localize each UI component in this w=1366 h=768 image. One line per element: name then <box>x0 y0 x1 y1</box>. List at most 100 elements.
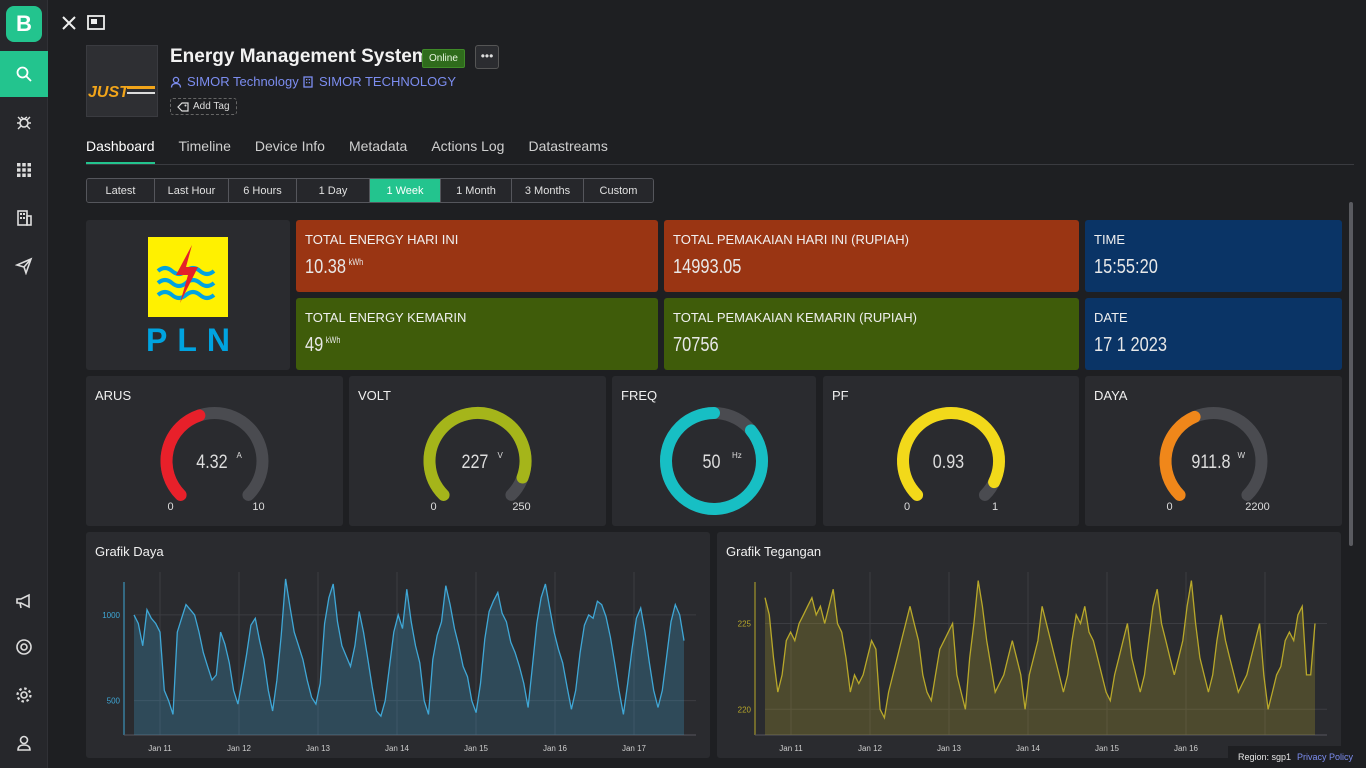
gauge-daya: 911.8 W 0 2200 <box>1159 407 1270 513</box>
gauge-volt-label: VOLT <box>358 388 391 403</box>
pln-logo-icon <box>148 237 228 317</box>
owner-name: SIMOR Technology <box>187 74 299 89</box>
owner-link[interactable]: SIMOR Technology <box>170 74 299 89</box>
tab-dashboard[interactable]: Dashboard <box>86 138 155 164</box>
energy-today-value: 10.38 kWh <box>305 256 363 279</box>
gauge-max: 2200 <box>1245 501 1269 513</box>
close-icon[interactable] <box>60 14 78 32</box>
y-tick-label: 500 <box>107 697 121 706</box>
gauge-min: 0 <box>1166 501 1172 513</box>
org-link[interactable]: SIMOR TECHNOLOGY <box>302 74 456 89</box>
send-icon[interactable] <box>0 243 48 289</box>
device-image: JUST <box>86 45 158 117</box>
cost-yesterday-label: TOTAL PEMAKAIAN KEMARIN (RUPIAH) <box>673 310 917 325</box>
tab-timeline[interactable]: Timeline <box>178 138 231 154</box>
chart-tegangan-tile: Grafik Tegangan 220 225 Jan 11 Jan 12 Jan 13… <box>717 532 1341 758</box>
tab-actions-log[interactable]: Actions Log <box>431 138 505 154</box>
x-tick-label: Jan 14 <box>385 744 410 753</box>
gear-icon[interactable] <box>0 672 48 718</box>
range-1-week[interactable]: 1 Week <box>370 179 441 202</box>
energy-yesterday-label: TOTAL ENERGY KEMARIN <box>305 310 467 325</box>
region-label: Region: sgp1 <box>1238 752 1292 762</box>
building-icon[interactable] <box>0 195 48 241</box>
x-tick-label: Jan 15 <box>1095 744 1120 753</box>
range-custom[interactable]: Custom <box>584 179 653 202</box>
energy-yesterday-number: 49 <box>305 334 324 356</box>
date-label: DATE <box>1094 310 1128 325</box>
search-icon[interactable] <box>0 51 48 97</box>
expand-icon[interactable] <box>86 14 106 32</box>
range-1-month[interactable]: 1 Month <box>441 179 512 202</box>
gauge-daya-label: DAYA <box>1094 388 1128 403</box>
pln-logo-tile: PLN <box>86 220 290 370</box>
series-line <box>764 580 1316 720</box>
window-controls <box>60 14 106 32</box>
energy-yesterday-unit: kWh <box>325 335 341 346</box>
time-tile: TIME 15:55:20 <box>1085 220 1342 292</box>
x-tick-label: Jan 15 <box>464 744 489 753</box>
range-6-hours[interactable]: 6 Hours <box>229 179 297 202</box>
range-1-day[interactable]: 1 Day <box>297 179 370 202</box>
add-tag-button[interactable]: Add Tag <box>170 98 237 115</box>
device-title: Energy Management System <box>170 46 429 67</box>
cost-yesterday-value: 70756 <box>673 334 719 356</box>
energy-today-unit: kWh <box>348 257 364 268</box>
x-tick-label: Jan 16 <box>543 744 568 753</box>
y-tick-label: 1000 <box>102 611 120 620</box>
x-tick-label: Jan 13 <box>937 744 962 753</box>
energy-today-tile: TOTAL ENERGY HARI INI 10.38 kWh <box>296 220 658 292</box>
megaphone-icon[interactable] <box>0 578 48 624</box>
gauge-min: 0 <box>430 501 436 513</box>
user-icon <box>170 76 182 88</box>
chart-daya-title: Grafik Daya <box>95 544 164 559</box>
time-range-selector: Latest Last Hour 6 Hours 1 Day 1 Week 1 … <box>86 178 654 203</box>
tag-icon <box>177 101 189 112</box>
tab-datastreams[interactable]: Datastreams <box>528 138 608 154</box>
x-tick-label: Jan 11 <box>148 744 172 753</box>
building-icon <box>303 75 313 88</box>
gauge-min: 0 <box>167 501 173 513</box>
gauge-fill <box>660 406 768 515</box>
gauge-arus: 4.32 A 0 10 <box>160 407 269 513</box>
chart-tegangan-title: Grafik Tegangan <box>726 544 822 559</box>
tab-device-info[interactable]: Device Info <box>254 138 325 154</box>
tab-bar: Dashboard Timeline Device Info Metadata … <box>86 138 1354 165</box>
cost-today-value: 14993.05 <box>673 256 742 278</box>
gauge-value: 4.32 <box>196 451 227 473</box>
cost-today-label: TOTAL PEMAKAIAN HARI INI (RUPIAH) <box>673 232 909 247</box>
gauge-freq: 50 Hz <box>660 406 768 515</box>
privacy-policy-link[interactable]: Privacy Policy <box>1297 752 1354 762</box>
bug-icon[interactable] <box>0 99 48 145</box>
chart-daya: 500 1000 Jan 11 Jan 12 Jan 13 Jan 14 Jan 15 Jan… <box>102 572 696 753</box>
lifebuoy-icon[interactable] <box>0 624 48 670</box>
gauge-fill <box>423 407 532 501</box>
energy-yesterday-value: 49 kWh <box>305 334 340 357</box>
chart-daya-tile: Grafik Daya 500 1000 Jan 11 Jan 12 Jan 13 Jan… <box>86 532 710 758</box>
pln-logo-text: PLN <box>146 322 240 358</box>
gauge-fill <box>897 407 1005 501</box>
y-tick-label: 220 <box>738 705 752 714</box>
cost-yesterday-tile: TOTAL PEMAKAIAN KEMARIN (RUPIAH) 70756 <box>664 298 1079 370</box>
series-line <box>133 578 685 718</box>
device-image-text: JUST <box>88 84 129 101</box>
range-latest[interactable]: Latest <box>87 179 155 202</box>
gauge-value: 911.8 <box>1191 451 1230 473</box>
gauge-freq-label: FREQ <box>621 388 658 403</box>
gauge-min: 0 <box>904 501 910 513</box>
gauge-arus-label: ARUS <box>95 388 132 403</box>
app-logo[interactable]: B <box>6 6 42 42</box>
more-button[interactable]: ••• <box>475 45 499 69</box>
gauge-volt-tile: VOLT 227 V 0 250 <box>349 376 606 526</box>
x-tick-label: Jan 12 <box>227 744 252 753</box>
range-3-months[interactable]: 3 Months <box>512 179 584 202</box>
range-last-hour[interactable]: Last Hour <box>155 179 229 202</box>
user-icon[interactable] <box>0 720 48 766</box>
gauge-max: 10 <box>252 501 264 513</box>
energy-today-label: TOTAL ENERGY HARI INI <box>305 232 459 247</box>
grid-icon[interactable] <box>0 147 48 193</box>
tab-metadata[interactable]: Metadata <box>348 138 408 154</box>
time-label: TIME <box>1094 232 1126 247</box>
date-tile: DATE 17 1 2023 <box>1085 298 1342 370</box>
gauge-unit: V <box>498 451 504 460</box>
scrollbar[interactable] <box>1349 202 1353 546</box>
